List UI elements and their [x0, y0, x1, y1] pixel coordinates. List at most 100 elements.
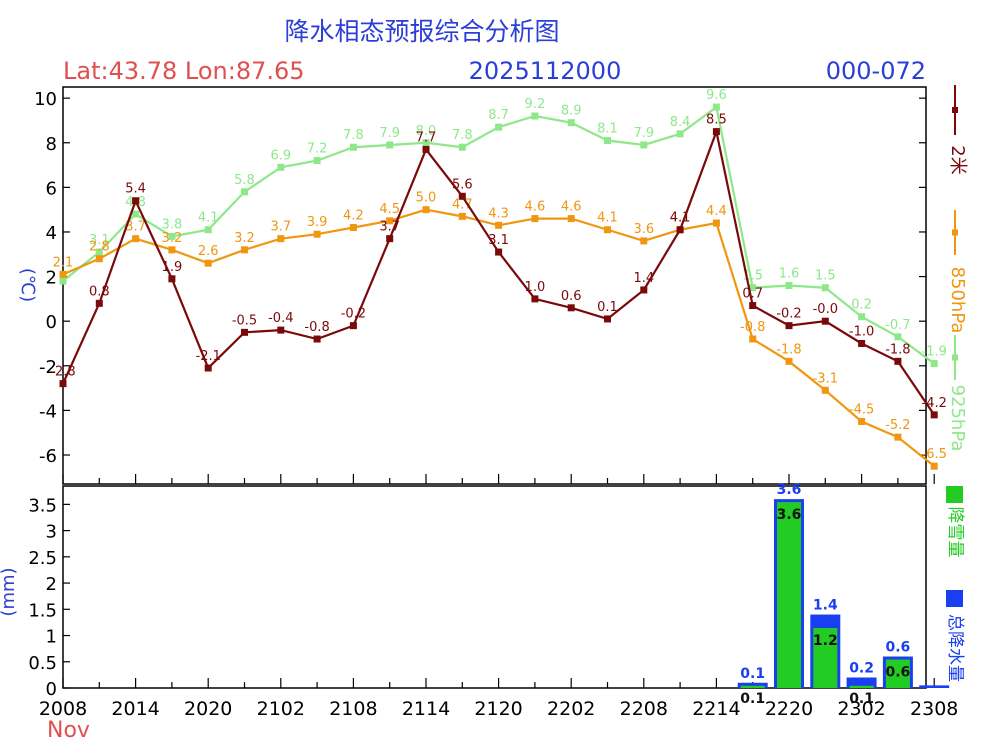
- t925-legend-marker: [952, 354, 958, 361]
- t2m-marker: [785, 322, 793, 330]
- snowfall-label: 0.1: [849, 691, 874, 707]
- t2m-marker: [386, 235, 394, 243]
- t2m-marker: [132, 197, 140, 205]
- t2m-value-label: -2.8: [50, 365, 75, 380]
- t2m-marker: [640, 286, 648, 294]
- t925-value-label: 4.1: [198, 211, 219, 226]
- t925-value-label: 7.9: [633, 126, 654, 141]
- temperature-axis-label: (℃): [17, 268, 38, 302]
- y-tick-label: 0.5: [28, 653, 57, 674]
- t850-marker: [567, 215, 575, 223]
- t2m-marker: [458, 192, 466, 200]
- t2m-value-label: -0.0: [813, 302, 838, 317]
- total-precipitation-label: 3.6: [777, 482, 802, 498]
- precipitation-axis-label: (mm): [0, 567, 19, 616]
- t2m-value-label: 4.1: [670, 211, 691, 226]
- t2m-value-label: -0.2: [776, 307, 801, 322]
- t925-legend-label: 925hPa: [947, 385, 968, 452]
- t925-value-label: 7.8: [452, 128, 473, 143]
- t850-value-label: 4.6: [525, 200, 546, 215]
- t850-value-label: 2.1: [53, 255, 74, 270]
- t850-marker: [168, 246, 176, 254]
- total-precipitation-bar: [919, 685, 950, 688]
- x-tick-label: 2008: [39, 698, 87, 720]
- t2m-value-label: 1.9: [162, 260, 183, 275]
- x-tick-label: 2220: [765, 698, 813, 720]
- t850-marker: [712, 219, 720, 227]
- t925-value-label: 3.8: [162, 217, 183, 232]
- t925-value-label: -0.7: [885, 318, 910, 333]
- y-tick-label: 2: [46, 268, 57, 289]
- y-tick-label: 4: [46, 223, 57, 244]
- t2m-marker: [313, 335, 321, 343]
- t2m-value-label: 5.6: [452, 177, 473, 192]
- t925-marker: [676, 130, 684, 138]
- t2m-marker: [712, 128, 720, 136]
- t925-value-label: 5.8: [234, 173, 255, 188]
- t925-value-label: 1.6: [779, 267, 800, 282]
- x-tick-label: 2202: [547, 698, 595, 720]
- t2m-value-label: 1.0: [525, 280, 546, 295]
- t2m-value-label: 0.6: [561, 289, 582, 304]
- t2m-marker: [567, 304, 575, 312]
- t850-line: [62, 208, 935, 468]
- t2m-marker: [604, 315, 611, 323]
- t850-value-label: -1.8: [776, 342, 801, 357]
- snowfall-label: 1.2: [813, 633, 838, 649]
- t850-value-label: -5.2: [885, 418, 910, 433]
- t2m-marker: [749, 302, 757, 310]
- t2m-marker: [821, 317, 829, 325]
- t2m-value-label: -0.5: [232, 313, 257, 328]
- t850-marker: [386, 217, 394, 225]
- t925-marker: [785, 282, 793, 289]
- t850-marker: [894, 433, 902, 441]
- t2m-marker: [676, 226, 684, 234]
- y-tick-label: -4: [39, 401, 57, 422]
- t850-value-label: 4.3: [488, 206, 509, 221]
- t2m-value-label: 7.7: [416, 130, 437, 145]
- t925-value-label: 8.0: [416, 124, 437, 139]
- t925-value-label: 6.9: [270, 148, 291, 163]
- t925-marker: [95, 248, 103, 256]
- t2m-marker: [531, 295, 539, 303]
- x-tick-label: 2308: [910, 698, 958, 720]
- t850-marker: [821, 386, 829, 394]
- t925-marker: [930, 360, 938, 368]
- t925-marker: [858, 313, 866, 321]
- total-precipitation-legend-swatch: [946, 590, 963, 607]
- t2m-marker: [349, 322, 357, 330]
- total-precipitation-label: 0.1: [740, 666, 765, 682]
- t2m-value-label: 0.7: [742, 287, 763, 302]
- t2m-value-label: 1.4: [633, 271, 654, 286]
- t850-legend-label: 850hPa: [947, 267, 968, 334]
- t2m-value-label: 8.5: [706, 113, 727, 128]
- t925-marker: [604, 137, 611, 145]
- snowfall-bar: [777, 502, 801, 688]
- t850-value-label: 3.2: [234, 231, 255, 246]
- t850-marker: [59, 270, 67, 278]
- t2m-marker: [204, 364, 212, 372]
- snowfall-label: 0.6: [885, 665, 910, 681]
- month-label: Nov: [47, 718, 90, 743]
- t850-value-label: -3.1: [813, 371, 838, 386]
- t925-marker: [821, 284, 829, 292]
- t850-marker: [95, 255, 103, 263]
- t2m-marker: [930, 411, 938, 419]
- t850-marker: [495, 221, 503, 229]
- t2m-value-label: -0.4: [268, 311, 293, 326]
- t925-value-label: 9.2: [525, 97, 546, 112]
- y-tick-label: -6: [39, 446, 57, 467]
- snowfall-bar: [849, 685, 874, 688]
- t850-value-label: 4.5: [379, 202, 400, 217]
- temperature-lines: 3.14.83.84.15.86.97.27.87.98.07.88.79.28…: [50, 88, 947, 470]
- t925-marker: [386, 141, 394, 149]
- t925-marker: [59, 277, 67, 285]
- t850-marker: [785, 357, 793, 365]
- y-tick-label: 8: [46, 134, 57, 155]
- t850-value-label: 3.2: [162, 231, 183, 246]
- snowfall-label: 0.1: [740, 691, 765, 707]
- total-precipitation-label: 0.2: [849, 661, 874, 677]
- t850-marker: [930, 462, 938, 470]
- y-tick-label: 1.5: [28, 600, 57, 621]
